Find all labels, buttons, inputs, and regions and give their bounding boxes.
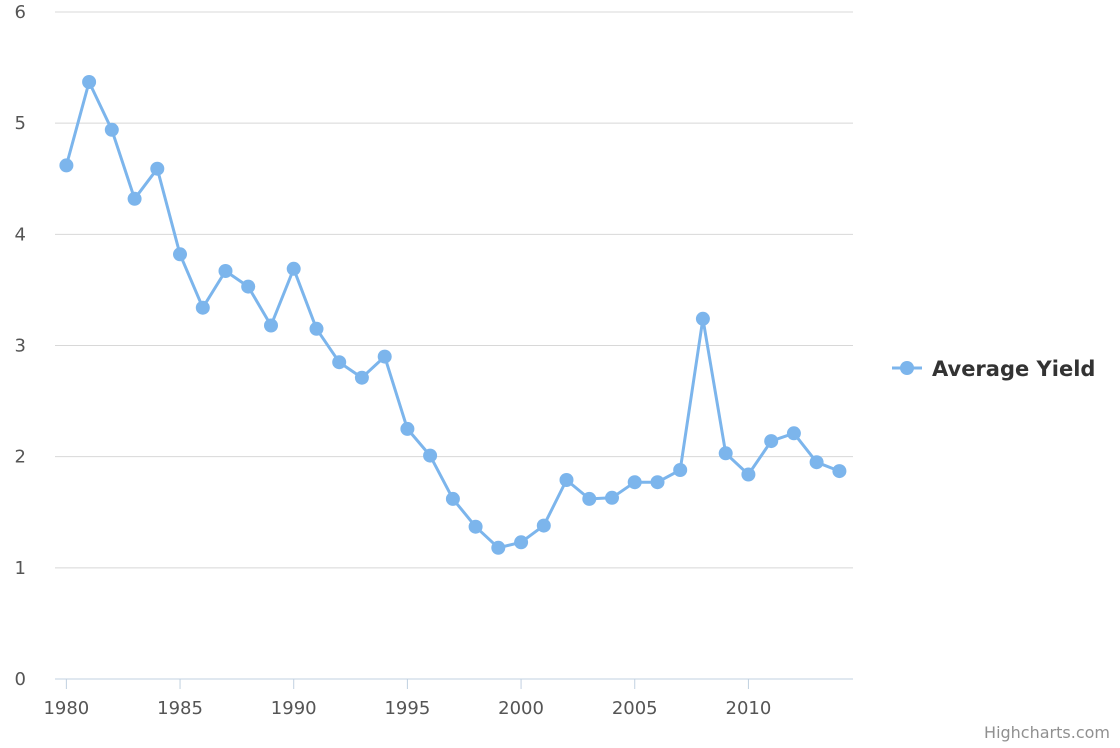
data-point-1980[interactable] <box>59 158 74 173</box>
data-point-1985[interactable] <box>173 247 187 262</box>
data-point-1990[interactable] <box>286 261 301 276</box>
data-point-2011[interactable] <box>764 434 779 449</box>
x-tick-label: 2000 <box>498 698 544 719</box>
y-tick-label: 4 <box>15 224 26 245</box>
legend[interactable]: Average Yield <box>892 357 1095 381</box>
data-point-2004[interactable] <box>605 490 619 505</box>
data-point-1981[interactable] <box>82 75 97 89</box>
data-point-1983[interactable] <box>127 191 142 206</box>
data-point-1992[interactable] <box>332 355 347 370</box>
y-tick-label: 3 <box>15 336 26 357</box>
data-point-1982[interactable] <box>104 122 119 137</box>
y-tick-label: 5 <box>15 113 26 134</box>
data-point-2003[interactable] <box>582 491 597 506</box>
y-tick-label: 1 <box>15 558 26 579</box>
data-point-2002[interactable] <box>559 473 574 487</box>
series-line <box>64 80 841 550</box>
data-point-2008[interactable] <box>695 311 710 326</box>
x-tick-label: 1980 <box>43 698 89 719</box>
legend-marker-swatch <box>900 361 914 375</box>
data-point-2000[interactable] <box>514 535 529 550</box>
y-tick-label: 2 <box>15 447 26 468</box>
data-point-1993[interactable] <box>354 370 369 385</box>
legend-label[interactable]: Average Yield <box>932 357 1095 381</box>
data-point-2013[interactable] <box>809 455 824 470</box>
data-point-1998[interactable] <box>468 519 483 534</box>
data-point-2005[interactable] <box>627 475 642 490</box>
x-tick-label: 2005 <box>612 698 658 719</box>
axes: 0 1 2 3 4 5 6 1980 1985 1990 1995 2000 2005 2010 <box>15 2 853 719</box>
data-point-1987[interactable] <box>218 264 233 278</box>
data-point-1986[interactable] <box>195 300 210 315</box>
series-average-yield[interactable] <box>59 75 847 555</box>
data-point-2001[interactable] <box>536 518 551 533</box>
x-tick-label: 1995 <box>384 698 430 719</box>
y-tick-label: 6 <box>15 2 26 23</box>
x-tick-label: 1985 <box>157 698 203 719</box>
highcharts-credit[interactable]: Highcharts.com <box>984 723 1110 742</box>
gridlines <box>55 11 853 569</box>
data-point-2007[interactable] <box>673 463 688 477</box>
data-point-1984[interactable] <box>150 161 165 176</box>
x-tick-label: 2010 <box>726 698 772 719</box>
data-point-2014[interactable] <box>832 464 847 479</box>
data-point-1989[interactable] <box>264 318 278 333</box>
data-point-1995[interactable] <box>400 421 415 436</box>
data-point-1994[interactable] <box>377 349 392 364</box>
data-point-2006[interactable] <box>650 475 665 490</box>
y-tick-label: 0 <box>15 669 26 690</box>
data-point-1997[interactable] <box>445 491 460 506</box>
data-point-2009[interactable] <box>718 446 733 461</box>
data-point-1991[interactable] <box>309 321 324 336</box>
x-tick-label: 1990 <box>271 698 317 719</box>
data-point-1988[interactable] <box>241 279 256 294</box>
data-point-1999[interactable] <box>491 540 506 555</box>
data-point-2012[interactable] <box>786 426 801 441</box>
data-point-1996[interactable] <box>423 448 438 463</box>
data-point-2010[interactable] <box>741 467 756 482</box>
